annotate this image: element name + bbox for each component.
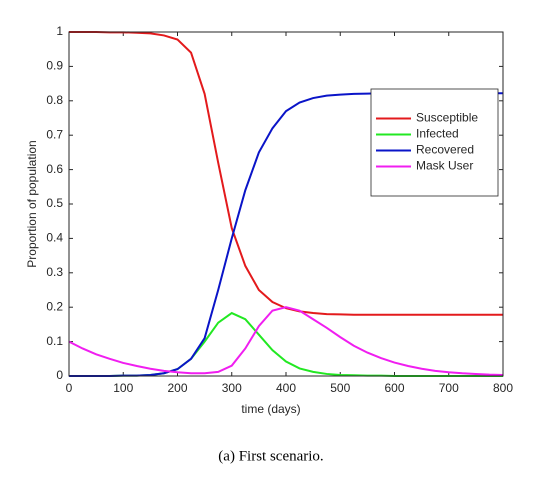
plot-area bbox=[69, 32, 503, 376]
x-tick-label: 200 bbox=[167, 381, 187, 395]
x-tick-label: 500 bbox=[330, 381, 350, 395]
y-tick-label: 0.9 bbox=[46, 59, 63, 73]
axes-box bbox=[68, 31, 504, 377]
x-tick-label: 100 bbox=[113, 381, 133, 395]
legend-label: Recovered bbox=[416, 143, 474, 157]
y-tick-label: 0.6 bbox=[46, 162, 63, 176]
legend-label: Infected bbox=[416, 127, 459, 141]
y-tick-label: 0 bbox=[56, 368, 63, 382]
y-tick-label: 0.3 bbox=[46, 265, 63, 279]
x-tick-label: 0 bbox=[66, 381, 73, 395]
y-axis-label: Proportion of population bbox=[25, 140, 39, 267]
x-axis-label: time (days) bbox=[241, 402, 300, 416]
y-tick-label: 0.1 bbox=[46, 334, 63, 348]
series-line bbox=[68, 306, 504, 376]
y-tick-label: 0.2 bbox=[46, 299, 63, 313]
y-tick-label: 0.8 bbox=[46, 93, 63, 107]
x-tick-label: 300 bbox=[222, 381, 242, 395]
y-tick-label: 0.5 bbox=[46, 196, 63, 210]
x-tick-label: 800 bbox=[493, 381, 513, 395]
y-tick-label: 1 bbox=[56, 24, 63, 38]
x-tick-label: 400 bbox=[276, 381, 296, 395]
y-tick-label: 0.4 bbox=[46, 231, 63, 245]
legend-label: Susceptible bbox=[416, 111, 478, 125]
x-tick-label: 700 bbox=[439, 381, 459, 395]
legend-label: Mask User bbox=[416, 159, 473, 173]
y-tick-label: 0.7 bbox=[46, 127, 63, 141]
x-tick-label: 600 bbox=[384, 381, 404, 395]
caption: (a) First scenario. bbox=[218, 448, 323, 464]
legend-box bbox=[370, 88, 499, 197]
